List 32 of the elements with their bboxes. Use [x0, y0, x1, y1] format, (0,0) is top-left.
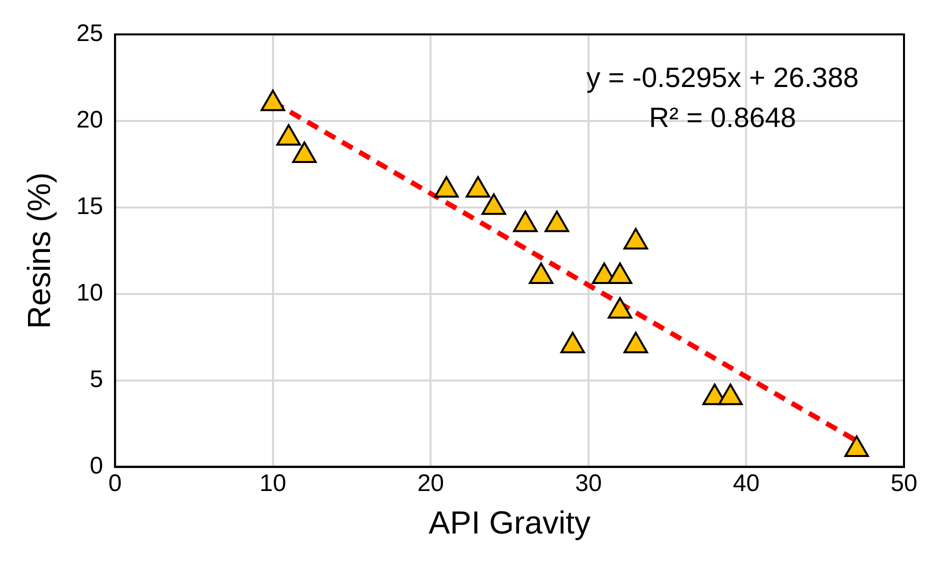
y-tick-label: 15	[76, 192, 104, 220]
x-tick-label: 20	[417, 470, 444, 497]
x-tick-label: 50	[890, 470, 918, 497]
y-tick-label: 25	[76, 20, 104, 48]
point	[528, 262, 554, 284]
x-tick-label: 0	[108, 470, 122, 497]
point	[466, 176, 490, 198]
annotation: R² = 0.8648	[648, 102, 796, 134]
point	[608, 262, 632, 284]
annotation: y = -0.5295x + 26.388	[586, 62, 859, 94]
y-tick-label: 5	[90, 366, 104, 393]
point	[608, 297, 632, 319]
point	[292, 141, 317, 163]
point	[276, 124, 301, 146]
y-tick-label: 0	[90, 452, 104, 480]
point	[624, 332, 648, 354]
point	[482, 193, 506, 215]
point	[560, 332, 585, 354]
x-tick-label: 30	[575, 470, 602, 497]
point	[513, 210, 538, 232]
x-axis-title: API Gravity	[428, 504, 590, 541]
y-tick-label: 20	[76, 106, 104, 134]
point	[844, 436, 869, 458]
x-tick-label: 10	[260, 470, 286, 497]
x-tick-label: 40	[732, 470, 760, 497]
point	[544, 210, 570, 232]
point	[260, 90, 286, 112]
point	[624, 228, 648, 250]
point	[718, 384, 743, 406]
y-axis-title: Resins (%)	[21, 172, 58, 329]
y-tick-label: 10	[76, 279, 104, 306]
point	[434, 176, 459, 198]
